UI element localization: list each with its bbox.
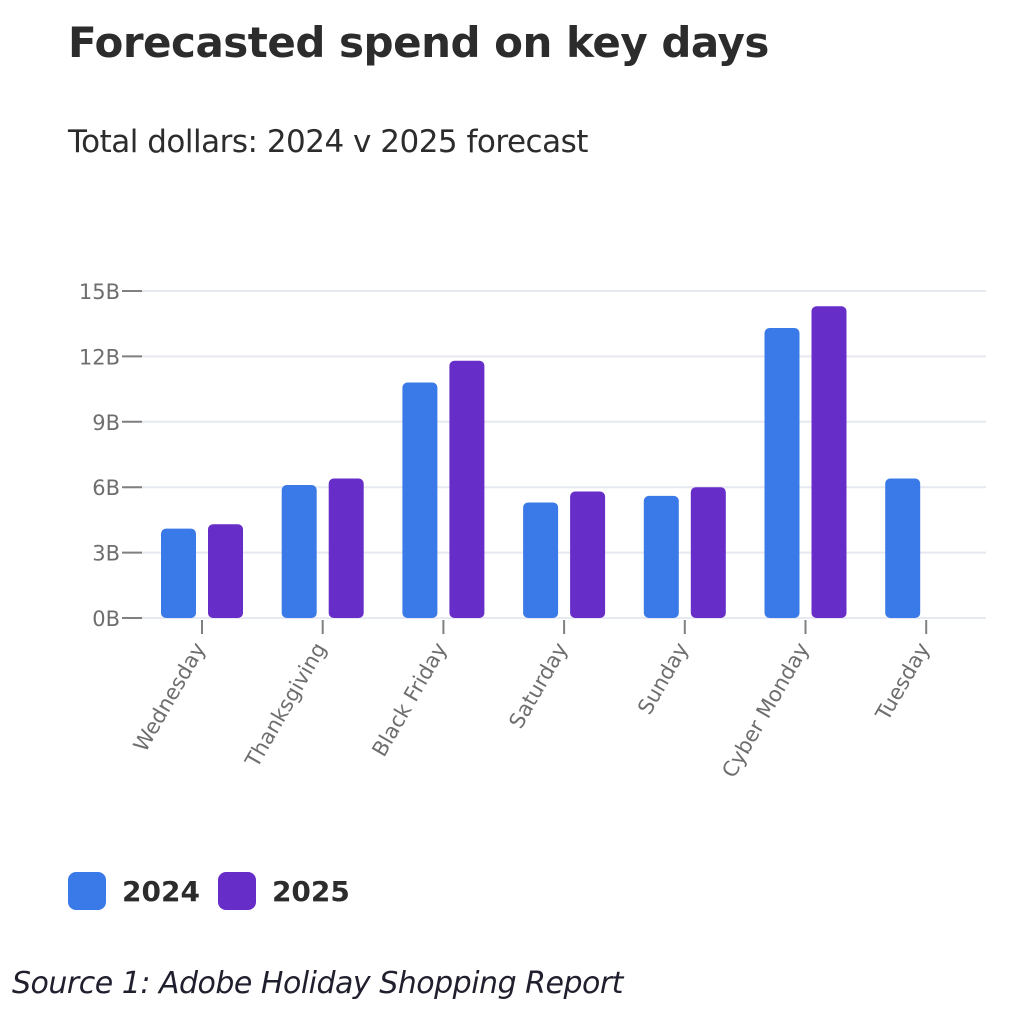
bar-2025-saturday bbox=[570, 491, 606, 618]
bar-2024-saturday bbox=[523, 502, 559, 618]
bar-2025-thanksgiving bbox=[328, 478, 364, 618]
bar-2025-wednesday bbox=[208, 524, 243, 618]
bar-2024-wednesday bbox=[161, 528, 196, 618]
x-tick-label: Thanksgiving bbox=[240, 639, 331, 773]
legend-swatch-2024 bbox=[68, 872, 106, 910]
legend-label-2024: 2024 bbox=[122, 874, 200, 908]
bar-2024-black-friday bbox=[402, 382, 438, 618]
x-tick-label: Saturday bbox=[504, 639, 572, 733]
legend-item-2025[interactable]: 2025 bbox=[217, 872, 350, 910]
x-tick-label: Wednesday bbox=[129, 639, 211, 756]
y-tick-label: 12B bbox=[79, 345, 120, 369]
y-tick-label: 6B bbox=[92, 476, 120, 500]
chart-subtitle: Total dollars: 2024 v 2025 forecast bbox=[68, 124, 588, 160]
y-tick-label: 9B bbox=[92, 411, 120, 435]
legend-item-2024[interactable]: 2024 bbox=[68, 872, 200, 910]
bar-2025-cyber-monday bbox=[811, 306, 847, 618]
x-tick-label: Tuesday bbox=[871, 639, 935, 726]
bar-2024-tuesday bbox=[885, 478, 921, 618]
x-tick-label: Black Friday bbox=[367, 639, 451, 761]
legend-label-2025: 2025 bbox=[271, 874, 350, 908]
x-tick-label: Cyber Monday bbox=[717, 639, 814, 782]
chart-title: Forecasted spend on key days bbox=[68, 18, 769, 67]
x-tick-label: Sunday bbox=[633, 639, 693, 719]
source-caption: Source 1: Adobe Holiday Shopping Report bbox=[12, 966, 623, 1001]
bar-2025-sunday bbox=[690, 487, 726, 618]
bar-2024-sunday bbox=[643, 495, 679, 618]
bar-2024-cyber-monday bbox=[764, 328, 800, 618]
bars bbox=[161, 306, 921, 618]
bar-2024-thanksgiving bbox=[281, 485, 317, 618]
y-tick-label: 0B bbox=[92, 607, 120, 631]
y-tick-label: 15B bbox=[79, 280, 120, 304]
legend: 2024 2025 bbox=[68, 872, 368, 910]
legend-swatch-2025 bbox=[217, 872, 256, 910]
y-tick-label: 3B bbox=[92, 542, 120, 566]
bar-chart: 0B 3B 6B 9B 12B 15B Wednesday Thanksgiving Blac… bbox=[79, 280, 986, 782]
x-axis: Wednesday Thanksgiving Black Friday Saturda… bbox=[129, 620, 935, 782]
bar-2025-black-friday bbox=[449, 360, 485, 618]
y-axis: 0B 3B 6B 9B 12B 15B bbox=[79, 280, 142, 631]
